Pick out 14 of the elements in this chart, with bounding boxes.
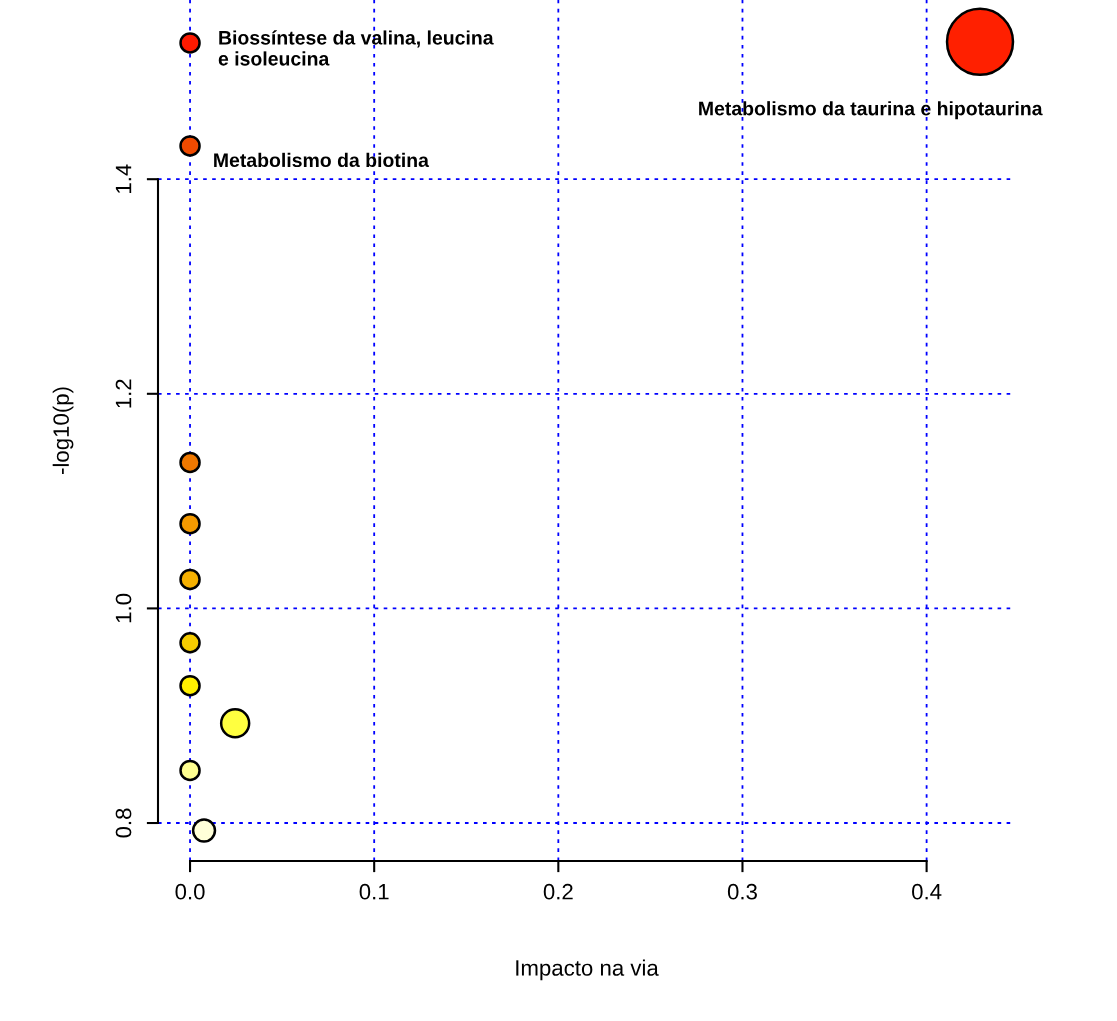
x-tick-label: 0.1	[359, 883, 389, 900]
x-tick-label: 0.2	[543, 883, 573, 900]
y-tick-label: 1.2	[115, 379, 132, 408]
y-axis-title: -log10(p)	[52, 387, 74, 474]
annotation: Metabolismo da biotina	[214, 152, 430, 168]
x-tick-label: 0.3	[727, 883, 757, 900]
y-tick-label: 1.4	[115, 164, 132, 193]
x-tick-label: 0.4	[912, 883, 942, 900]
x-tick-label: 0.0	[175, 883, 205, 900]
annotation: Metabolismo da taurina e hipotaurina	[699, 101, 1043, 120]
y-tick-label: 1.0	[115, 593, 132, 623]
annotation: Biossíntese da valina, leucina e isoleucina	[218, 30, 494, 66]
y-tick-label: 0.8	[115, 808, 132, 838]
x-axis-title: Impacto na via	[516, 959, 659, 981]
